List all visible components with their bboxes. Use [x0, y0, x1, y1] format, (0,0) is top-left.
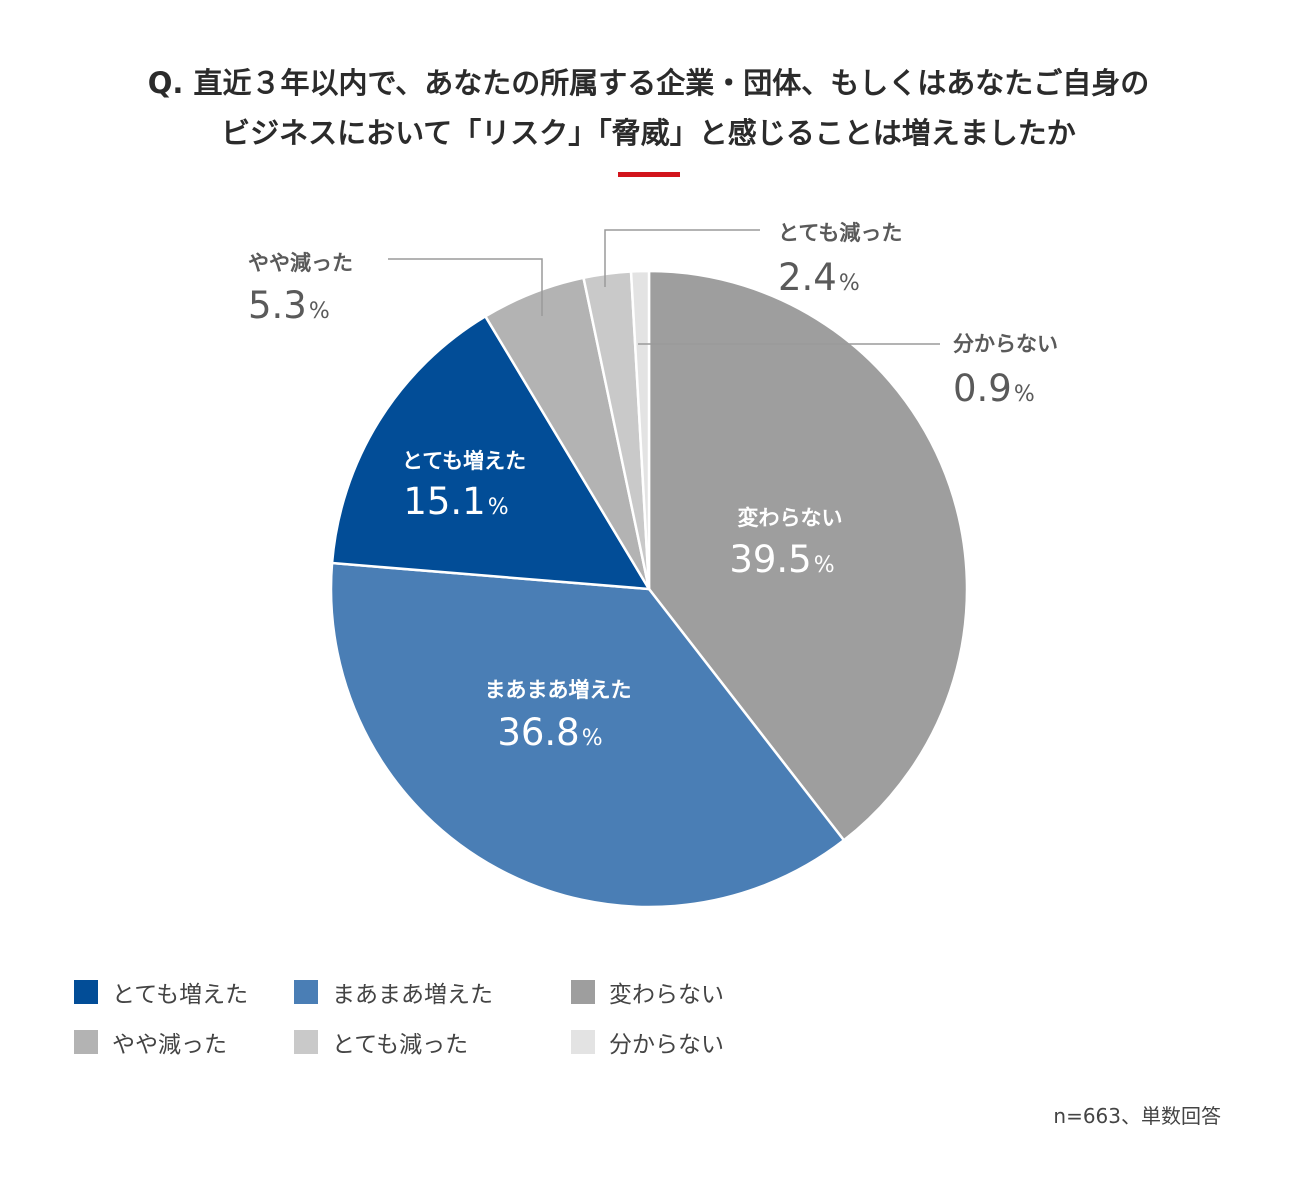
legend-label-1: とても増えた	[112, 982, 249, 1008]
legend-swatch-2	[294, 980, 318, 1004]
chart-title-line-1: Q. 直近３年以内で、あなたの所属する企業・団体、もしくはあなたご自身の	[147, 66, 1150, 100]
slice-label-value-4: 5.3%	[248, 284, 330, 327]
legend-item-5: とても減った	[294, 1022, 468, 1062]
legend-item-1: とても増えた	[74, 972, 248, 1012]
legend-swatch-4	[74, 1030, 98, 1054]
sample-note: n=663、単数回答	[1053, 1104, 1221, 1128]
slice-label-value-1: 39.5%	[729, 538, 834, 581]
pie-slice-6	[629, 269, 651, 591]
pie-slice-3	[330, 315, 651, 591]
pie-slice-1	[647, 269, 969, 842]
legend-item-3: 変わらない	[571, 972, 724, 1012]
slice-label-name-5: とても減った	[778, 221, 902, 245]
legend-label-4: やや減った	[112, 1032, 227, 1058]
legend-item-6: 分からない	[571, 1022, 724, 1062]
legend-swatch-3	[571, 980, 595, 1004]
legend-label-6: 分からない	[609, 1032, 724, 1058]
slice-label-name-2: まあまあ増えた	[485, 678, 632, 702]
pie-slice-2	[329, 561, 846, 909]
leader-line-5	[604, 229, 760, 287]
chart-title-line-2: ビジネスにおいて「リスク」「脅威」と感じることは増えましたか	[221, 116, 1076, 150]
legend-swatch-1	[74, 980, 98, 1004]
leader-line-4	[388, 258, 543, 316]
legend-item-4: やや減った	[74, 1022, 227, 1062]
pie-chart: 変わらない39.5%まあまあ増えた36.8%とても増えた15.1%やや減った5.…	[248, 221, 1058, 909]
legend-item-2: まあまあ増えた	[294, 972, 493, 1012]
slice-label-value-6: 0.9%	[953, 367, 1035, 410]
slice-label-name-4: やや減った	[248, 251, 353, 275]
legend-label-3: 変わらない	[609, 982, 724, 1008]
slice-label-name-6: 分からない	[953, 332, 1058, 356]
slice-label-name-3: とても増えた	[402, 449, 526, 473]
legend-swatch-5	[294, 1030, 318, 1054]
chart-legend: とても増えた まあまあ増えた 変わらない やや減った とても減った 分からない	[74, 972, 794, 1082]
legend-label-5: とても減った	[332, 1032, 469, 1058]
legend-swatch-6	[571, 1030, 595, 1054]
chart-title: Q. 直近３年以内で、あなたの所属する企業・団体、もしくはあなたご自身の ビジネ…	[0, 58, 1297, 158]
slice-label-name-1: 変わらない	[738, 506, 843, 530]
title-accent-bar	[618, 172, 680, 177]
slice-label-value-5: 2.4%	[778, 256, 860, 299]
legend-label-2: まあまあ増えた	[332, 982, 493, 1008]
